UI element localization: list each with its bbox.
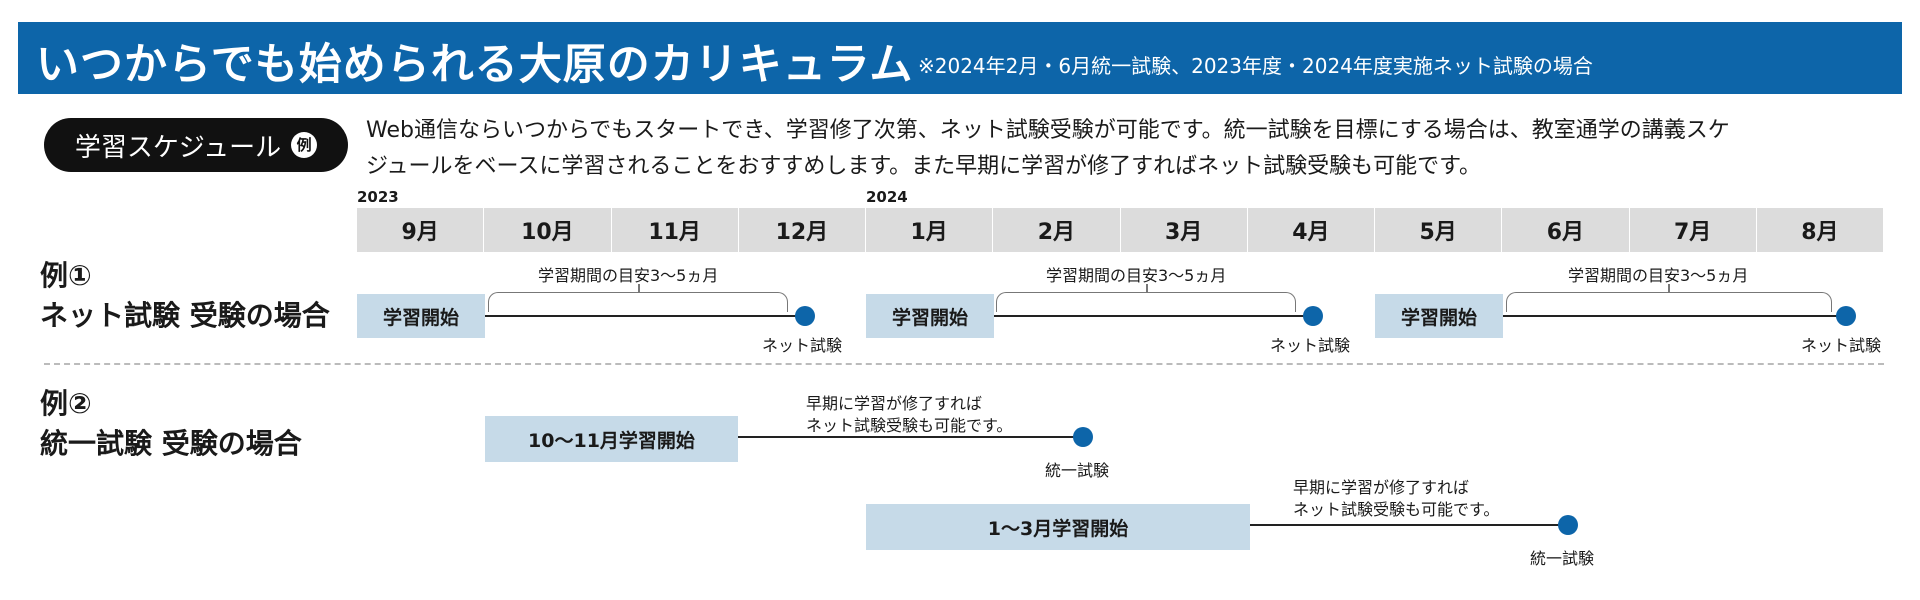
header-note: ※2024年2月・6月統一試験、2023年度・2024年度実施ネット試験の場合	[918, 54, 1593, 78]
example-badge: 例	[291, 132, 318, 158]
month-cell: 9月	[401, 220, 439, 245]
timeline-line	[1503, 315, 1846, 317]
early-note-line-2: ネット試験受験も可能です。	[1293, 500, 1500, 519]
year-label-2023: 2023	[357, 188, 399, 206]
early-note-line-1: 早期に学習が修了すれば	[806, 394, 983, 413]
end-label: 統一試験	[1530, 549, 1595, 568]
month-cell: 10月	[483, 208, 610, 252]
start-box: 学習開始	[1375, 294, 1503, 338]
end-label: ネット試験	[1270, 336, 1351, 355]
timeline-line	[738, 436, 1083, 438]
month-cell: 11月	[610, 208, 738, 252]
period-label: 学習期間の目安3～5ヵ月	[538, 266, 719, 285]
year-label-2024: 2024	[866, 188, 908, 206]
schedule-pill-label: 学習スケジュール	[74, 132, 282, 163]
period-bracket-tick	[638, 284, 640, 292]
page-title: いつからでも始められる大原のカリキュラム	[36, 40, 914, 90]
start-box: 学習開始	[357, 294, 485, 338]
early-note-line-2: ネット試験受験も可能です。	[806, 416, 1013, 435]
example1-title: 例①	[40, 259, 92, 292]
exam-dot	[1836, 306, 1856, 326]
month-cell: 8月	[1755, 208, 1883, 252]
month-cell: 1月	[865, 208, 992, 252]
end-label: ネット試験	[762, 336, 843, 355]
month-cell: 3月	[1119, 208, 1247, 252]
timeline-line	[485, 315, 803, 317]
period-bracket-tick	[1668, 284, 1670, 292]
month-cell: 12月	[737, 208, 865, 252]
month-cell: 2月	[992, 208, 1119, 252]
month-cell: 7月	[1628, 208, 1756, 252]
section-divider	[44, 363, 1884, 365]
period-bracket-tick	[1146, 284, 1148, 292]
exam-dot	[1558, 515, 1578, 535]
month-cell: 5月	[1374, 208, 1501, 252]
period-label: 学習期間の目安3～5ヵ月	[1568, 266, 1749, 285]
description-line-1: Web通信ならいつからでもスタートでき、学習修了次第、ネット試験受験が可能です。…	[366, 118, 1730, 143]
example1-subtitle: ネット試験 受験の場合	[40, 299, 330, 332]
example2-subtitle: 統一試験 受験の場合	[40, 427, 302, 460]
period-label: 学習期間の目安3～5ヵ月	[1046, 266, 1227, 285]
start-box: 学習開始	[866, 294, 994, 338]
period-bracket	[488, 292, 788, 312]
header-banner	[18, 22, 1902, 94]
description-line-2: ジュールをベースに学習されることをおすすめします。また早期に学習が修了すればネッ…	[366, 154, 1481, 179]
end-label: ネット試験	[1801, 336, 1882, 355]
month-cell: 4月	[1246, 208, 1374, 252]
early-note-line-1: 早期に学習が修了すれば	[1293, 478, 1470, 497]
end-label: 統一試験	[1045, 461, 1110, 480]
exam-dot	[1303, 306, 1323, 326]
start-box: 10～11月学習開始	[485, 416, 738, 462]
example2-title: 例②	[40, 387, 92, 420]
exam-dot	[1073, 427, 1093, 447]
timeline-line	[994, 315, 1312, 317]
exam-dot	[795, 306, 815, 326]
month-bar: 9月 10月 11月 12月 1月 2月 3月 4月 5月 6月 7月 8月	[357, 208, 1883, 252]
period-bracket	[996, 292, 1296, 312]
period-bracket	[1506, 292, 1832, 312]
timeline-line	[1250, 524, 1568, 526]
start-box: 1～3月学習開始	[866, 504, 1250, 550]
schedule-pill: 学習スケジュール 例	[44, 118, 348, 172]
month-cell: 6月	[1501, 208, 1628, 252]
